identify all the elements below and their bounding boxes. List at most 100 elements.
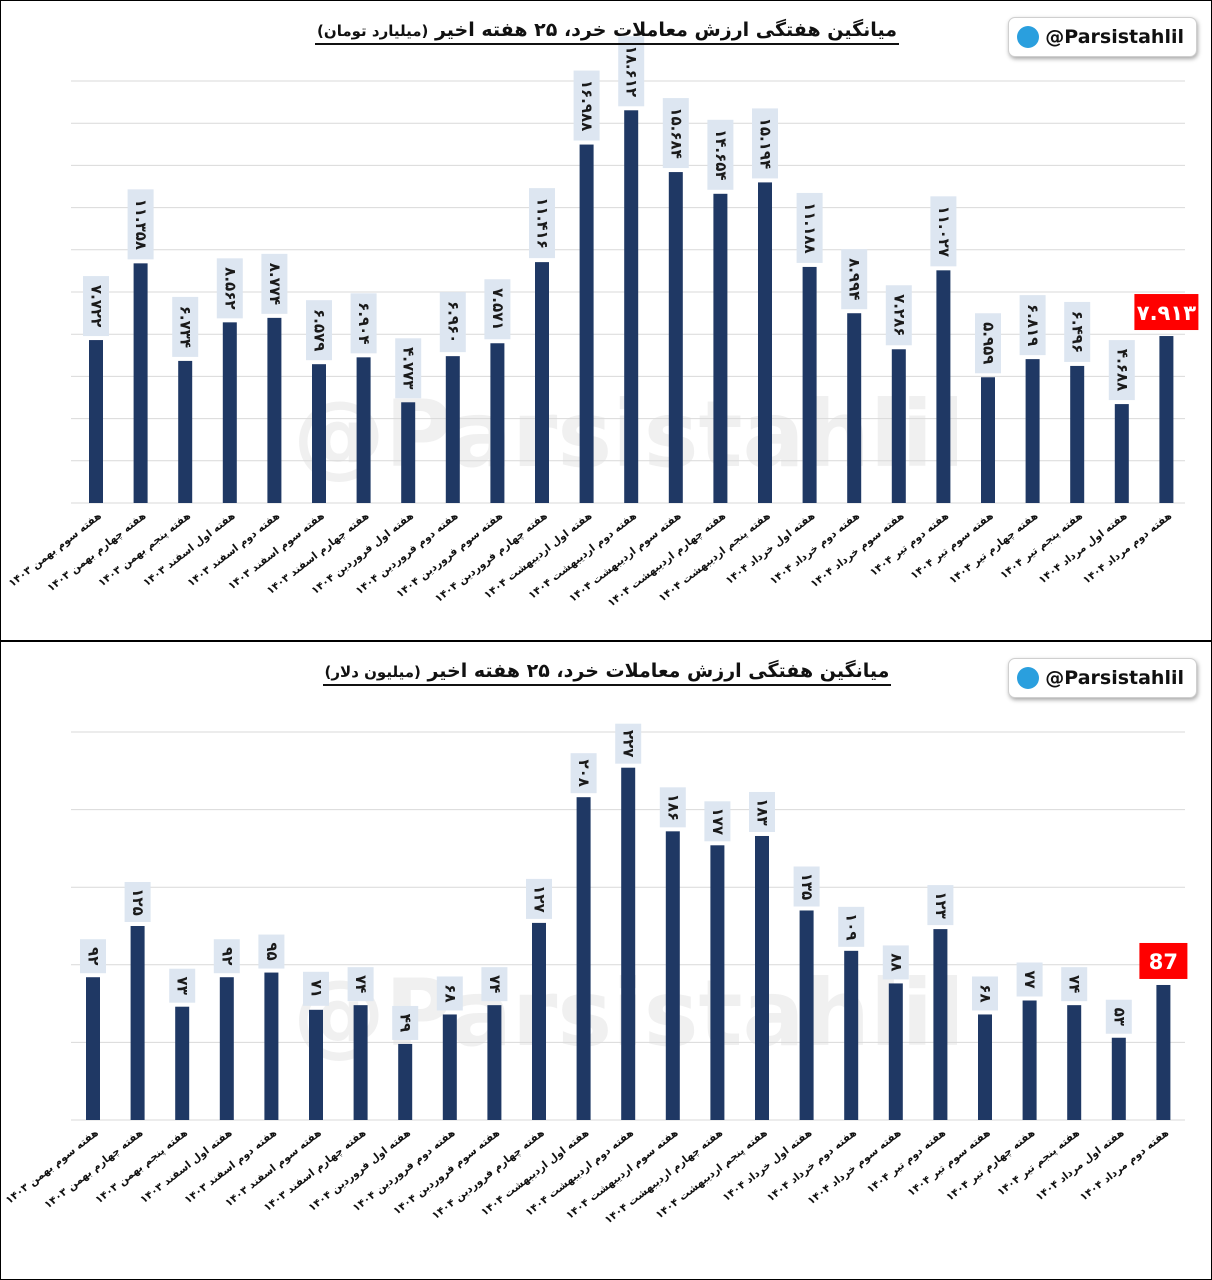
data-label: ۷۳ — [169, 968, 196, 1003]
bar — [710, 845, 725, 1120]
svg-text:۸۸: ۸۸ — [887, 953, 905, 971]
data-label: ۶.۵۷۹ — [306, 300, 332, 361]
bar — [624, 110, 639, 503]
chart-unit: (میلیون دلار) — [324, 663, 421, 681]
svg-text:۷۱: ۷۱ — [308, 980, 326, 998]
bar — [668, 172, 683, 503]
chart-unit: (میلیارد تومان) — [317, 22, 429, 40]
svg-text:۶.۴۹۶: ۶.۴۹۶ — [1069, 311, 1087, 353]
svg-text:۲۰۸: ۲۰۸ — [575, 759, 593, 786]
bar — [130, 926, 145, 1120]
svg-text:۱۱.۳۵۸: ۱۱.۳۵۸ — [132, 199, 150, 250]
svg-text:۱۲۷: ۱۲۷ — [531, 885, 549, 912]
bar — [1070, 365, 1085, 503]
data-label: ۵.۹۵۹ — [975, 313, 1001, 374]
bar — [847, 313, 862, 503]
svg-text:۷.۷۲۲: ۷.۷۲۲ — [88, 285, 106, 327]
bar — [933, 929, 948, 1120]
svg-text:۹۲: ۹۲ — [85, 947, 103, 965]
data-label: ۶.۸۱۹ — [1019, 295, 1046, 356]
data-label: ۷۴ — [481, 967, 508, 1002]
x-tick-label: هفته پنجم تیر ۱۴۰۴ — [995, 1127, 1082, 1199]
data-label: ۶۸ — [972, 976, 998, 1011]
bar — [1067, 1005, 1082, 1120]
svg-text:۴.۷۷۳: ۴.۷۷۳ — [400, 347, 418, 389]
data-label: ۱۱.۰۲۷ — [930, 196, 957, 267]
bar — [621, 767, 636, 1120]
x-tick-label: هفته دوم مرداد ۱۴۰۴ — [1078, 1127, 1171, 1204]
data-label: ۱۲۵ — [124, 882, 151, 922]
chart-title-text: میانگین هفتگی ارزش معاملات خرد، ۲۵ هفته … — [434, 19, 897, 41]
svg-text:۱۶.۹۸۸: ۱۶.۹۸۸ — [578, 80, 596, 131]
svg-text:۶۸: ۶۸ — [441, 984, 459, 1002]
bar — [888, 983, 903, 1120]
bar — [86, 977, 100, 1120]
data-label: ۸.۹۹۴ — [841, 249, 868, 310]
bar — [713, 193, 728, 503]
bar — [799, 910, 814, 1120]
data-label: ۸.۷۷۴ — [261, 253, 288, 314]
data-label: ۱۱.۳۵۸ — [127, 189, 154, 260]
bar — [222, 322, 237, 503]
svg-text:۶.۹۰۴: ۶.۹۰۴ — [355, 302, 373, 344]
telegram-icon — [1010, 661, 1040, 689]
data-label: ۸۸ — [882, 945, 909, 980]
data-label: ۶.۷۳۴ — [172, 296, 199, 357]
bar — [1114, 404, 1129, 503]
bar — [981, 377, 995, 503]
x-tick-label: هفته چهارم تیر ۱۴۰۴ — [947, 510, 1040, 587]
data-label: ۱۸۳ — [749, 791, 775, 832]
data-label: ۶.۹۰۴ — [350, 293, 377, 354]
data-label: ۲۲۷ — [615, 723, 642, 764]
svg-text:۷.۵۷۱: ۷.۵۷۱ — [489, 288, 507, 330]
data-label: ۶۸ — [436, 976, 463, 1011]
svg-text:۹۲: ۹۲ — [218, 947, 236, 965]
svg-text:۱۵.۱۹۴: ۱۵.۱۹۴ — [757, 118, 775, 169]
bar — [133, 263, 148, 503]
channel-handle: @Parsistahlil — [1045, 667, 1184, 689]
bar — [978, 1014, 992, 1120]
svg-text:۱۷۷: ۱۷۷ — [709, 808, 727, 835]
data-label: ۷.۹۱۳ — [1134, 294, 1199, 331]
data-label: ۱۸.۶۱۲ — [618, 36, 645, 107]
bar — [442, 1014, 457, 1120]
bar — [175, 1006, 190, 1120]
x-tick-label: هفته سوم تیر ۱۴۰۴ — [909, 510, 996, 582]
svg-text:۱۸۶: ۱۸۶ — [664, 794, 682, 821]
bar — [1111, 1037, 1126, 1120]
bar — [579, 144, 594, 503]
svg-text:۱۸۳: ۱۸۳ — [754, 798, 772, 825]
svg-text:۸.۷۷۴: ۸.۷۷۴ — [266, 263, 284, 305]
chart-title-text: میانگین هفتگی ارزش معاملات خرد، ۲۵ هفته … — [427, 660, 890, 682]
data-label: ۴.۷۷۳ — [395, 338, 422, 399]
svg-text:87: 87 — [1149, 950, 1178, 974]
data-label: ۹۵ — [258, 934, 285, 969]
bar — [1025, 359, 1040, 503]
data-label: ۱۵.۱۹۴ — [752, 108, 778, 179]
data-label: ۱۶.۹۸۸ — [573, 70, 600, 141]
bar — [1156, 984, 1171, 1120]
data-label: ۷.۷۲۲ — [83, 276, 109, 337]
svg-text:۷.۲۸۶: ۷.۲۸۶ — [890, 294, 908, 336]
x-tick-label: هفته سوم تیر ۱۴۰۴ — [906, 1127, 993, 1199]
bar — [309, 1009, 323, 1120]
bar — [353, 1005, 368, 1120]
data-label: ۱۲۳ — [927, 885, 954, 926]
bar — [755, 835, 769, 1120]
bar — [665, 831, 680, 1120]
svg-text:۱۲۵: ۱۲۵ — [129, 888, 147, 915]
svg-text:۶۸: ۶۸ — [977, 984, 995, 1002]
svg-text:۱۴.۶۵۴: ۱۴.۶۵۴ — [712, 129, 730, 180]
data-label: ۴۹ — [392, 1005, 419, 1040]
svg-text:۷۴: ۷۴ — [352, 975, 370, 993]
svg-text:۶.۵۷۹: ۶.۵۷۹ — [311, 309, 329, 351]
telegram-badge[interactable]: @Parsistahlil — [1008, 658, 1197, 698]
telegram-badge[interactable]: @Parsistahlil — [1008, 17, 1197, 57]
data-label: ۲۰۸ — [570, 753, 597, 794]
bar — [178, 360, 193, 503]
bar — [758, 182, 772, 503]
data-label: ۷.۵۷۱ — [484, 279, 511, 340]
svg-text:۹۵: ۹۵ — [263, 942, 281, 960]
